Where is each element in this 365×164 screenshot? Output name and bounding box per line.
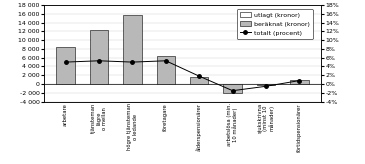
Bar xyxy=(257,84,275,85)
Bar xyxy=(57,47,75,84)
Bar xyxy=(290,80,308,84)
Bar xyxy=(190,77,208,84)
Bar xyxy=(90,31,108,84)
Bar xyxy=(157,56,175,84)
Bar xyxy=(223,84,242,93)
Legend: utlagt (kronor), beräknat (kronor), totalt (procent): utlagt (kronor), beräknat (kronor), tota… xyxy=(237,9,312,39)
Bar xyxy=(123,15,142,84)
